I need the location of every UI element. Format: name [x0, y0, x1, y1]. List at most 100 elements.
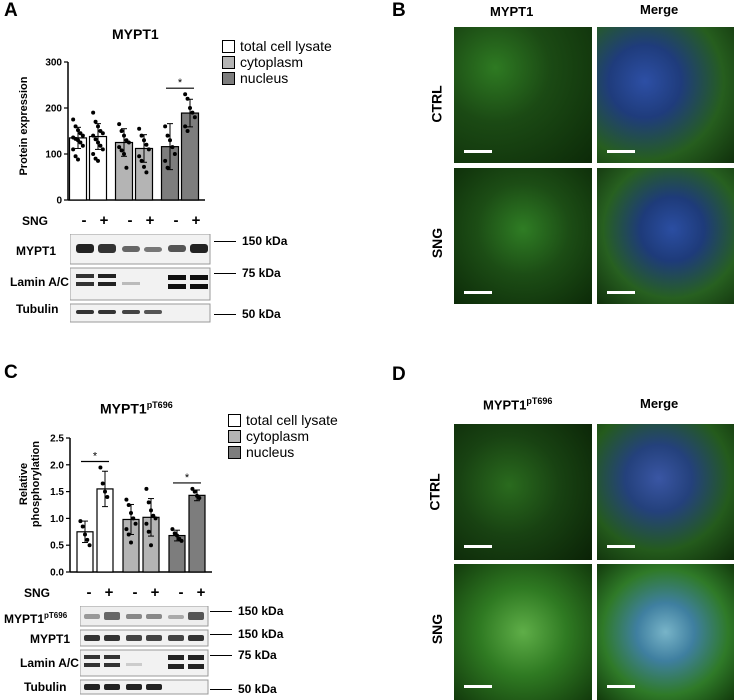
marker-150: 150 kDa — [210, 604, 283, 618]
band — [104, 655, 120, 659]
data-point — [117, 122, 122, 127]
data-point — [183, 92, 188, 97]
data-point — [139, 158, 144, 163]
data-point — [122, 152, 126, 156]
band — [76, 244, 94, 253]
data-point — [100, 481, 105, 486]
panel-a-sng-label: SNG — [22, 214, 49, 228]
data-point — [133, 521, 138, 526]
data-point — [98, 465, 103, 470]
data-point — [165, 133, 170, 138]
data-point — [131, 516, 136, 521]
data-point — [149, 543, 153, 548]
micrograph-d-sng-merge — [597, 564, 734, 700]
band — [98, 274, 116, 278]
data-point — [80, 524, 85, 529]
legend-label: nucleus — [240, 70, 289, 86]
data-point — [146, 147, 151, 152]
data-point — [142, 138, 146, 143]
marker-150: 150 kDa — [214, 234, 287, 248]
significance-label: * — [93, 450, 98, 462]
legend-swatch — [222, 55, 235, 69]
blot-label-mypt1: MYPT1 — [16, 244, 57, 258]
blot-label-lamin: Lamin A/C — [10, 275, 69, 289]
label-sup: pT696 — [44, 611, 68, 620]
panel-a-signs: - + - + - + — [80, 212, 210, 230]
data-point — [185, 129, 190, 133]
data-point — [93, 137, 98, 142]
data-point — [146, 529, 151, 534]
blot-label-mypt1: MYPT1 — [30, 632, 71, 646]
data-point — [126, 532, 131, 537]
data-point — [126, 503, 131, 507]
band — [98, 310, 116, 314]
legend-label: total cell lysate — [246, 412, 338, 428]
blot-label-mypt1-pt696: MYPT1pT696 — [4, 611, 67, 626]
micrograph-b-sng-merge — [597, 168, 734, 304]
y-tick-label: 0 — [56, 196, 62, 207]
marker-50: 50 kDa — [210, 682, 277, 696]
sign: + — [191, 212, 201, 229]
sign: - — [173, 212, 179, 229]
data-point — [165, 165, 170, 170]
micrograph-b-ctrl-mypt1 — [454, 27, 592, 163]
data-point — [146, 500, 151, 505]
sign: - — [132, 584, 138, 601]
legend-item-total: total cell lysate — [228, 412, 338, 428]
data-point — [71, 117, 76, 122]
band — [76, 310, 94, 314]
micrograph-d-sng-pt696 — [454, 564, 592, 700]
band — [190, 284, 208, 289]
data-point — [119, 129, 124, 133]
data-point — [122, 133, 126, 138]
panel-d-letter: D — [392, 364, 406, 385]
data-point — [96, 158, 100, 163]
data-point — [105, 494, 110, 499]
data-point — [192, 115, 197, 120]
band — [104, 663, 120, 667]
data-point — [172, 152, 177, 156]
panel-b-col1: MYPT1 — [490, 4, 534, 19]
band — [146, 635, 162, 641]
sign: + — [145, 212, 155, 229]
legend-swatch — [222, 39, 235, 53]
micrograph-d-ctrl-pt696 — [454, 424, 592, 560]
data-point — [183, 124, 188, 129]
band — [84, 663, 100, 667]
band — [104, 635, 120, 641]
legend-label: cytoplasm — [246, 428, 310, 444]
blot-label-tubulin: Tubulin — [24, 680, 67, 694]
data-point — [103, 489, 107, 494]
scale-bar — [464, 545, 492, 548]
band — [190, 244, 208, 253]
significance-label: * — [178, 77, 183, 89]
legend-label: total cell lysate — [240, 38, 332, 54]
data-point — [117, 145, 122, 150]
data-point — [144, 486, 149, 491]
band — [84, 655, 100, 659]
band — [146, 614, 162, 619]
band — [122, 282, 140, 285]
band — [126, 663, 142, 666]
data-point — [76, 128, 80, 133]
legend-swatch — [228, 429, 241, 443]
col-sup: pT696 — [526, 396, 553, 406]
panel-b-letter: B — [392, 0, 406, 21]
y-tick-label: 2.0 — [50, 460, 64, 471]
sign: + — [150, 584, 160, 601]
band — [168, 275, 186, 280]
marker-75: 75 kDa — [210, 648, 277, 662]
panel-c-blots — [80, 606, 209, 695]
data-point — [163, 158, 168, 163]
data-point — [80, 143, 85, 148]
panel-a-title: MYPT1 — [112, 26, 159, 42]
data-point — [83, 532, 87, 537]
data-point — [144, 521, 149, 526]
data-point — [91, 133, 96, 138]
blot-label-tubulin: Tubulin — [16, 302, 59, 316]
panel-d-row1: CTRL — [426, 473, 443, 511]
panel-b-row2: SNG — [429, 227, 446, 259]
band — [76, 274, 94, 278]
band — [188, 635, 204, 641]
data-point — [87, 543, 92, 548]
